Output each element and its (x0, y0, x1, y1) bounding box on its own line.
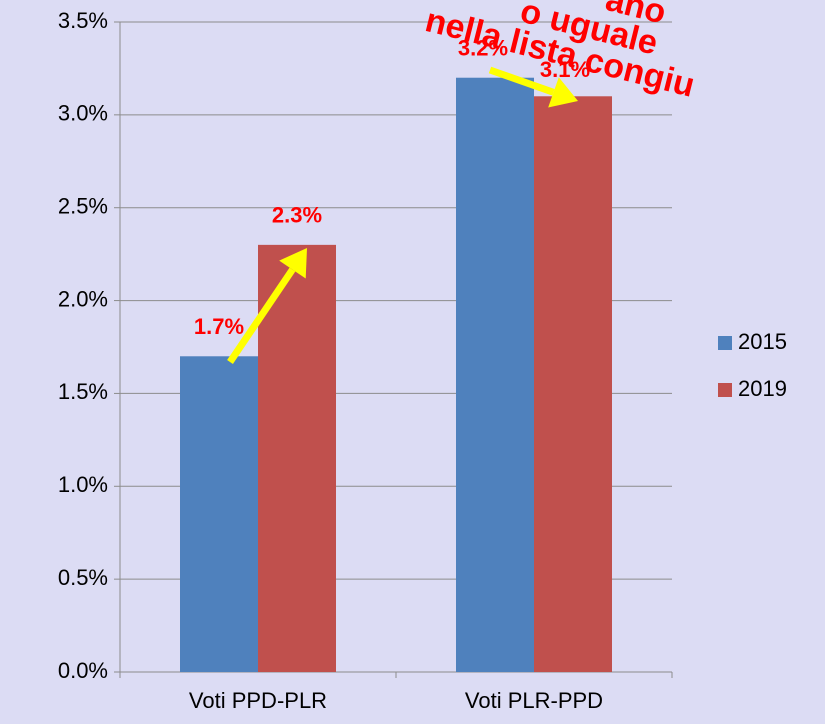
arrow-shaft (227, 267, 296, 364)
bar (258, 244, 336, 672)
x-tick-label: Voti PPD-PLR (189, 688, 327, 713)
y-tick-label: 3.5% (58, 8, 108, 33)
x-tick-label: Voti PLR-PPD (465, 688, 603, 713)
legend-label: 2015 (738, 329, 787, 354)
legend-swatch (718, 336, 732, 350)
y-tick-label: 0.0% (58, 658, 108, 683)
value-label: 2.3% (272, 203, 322, 228)
y-tick-label: 0.5% (58, 565, 108, 590)
legend-swatch (718, 383, 732, 397)
bar (534, 96, 612, 673)
legend-label: 2019 (738, 376, 787, 401)
bar (180, 356, 258, 672)
y-tick-label: 3.0% (58, 101, 108, 126)
y-tick-label: 2.0% (58, 286, 108, 311)
y-tick-label: 2.5% (58, 194, 108, 219)
arrow-head (279, 248, 307, 279)
y-tick-label: 1.5% (58, 379, 108, 404)
y-tick-label: 1.0% (58, 472, 108, 497)
bar (456, 77, 534, 672)
value-label: 3.1% (540, 57, 590, 82)
arrow-head (548, 77, 578, 108)
value-label: 3.2% (458, 36, 508, 61)
value-label: 1.7% (194, 314, 244, 339)
arrow-shaft (488, 66, 555, 96)
